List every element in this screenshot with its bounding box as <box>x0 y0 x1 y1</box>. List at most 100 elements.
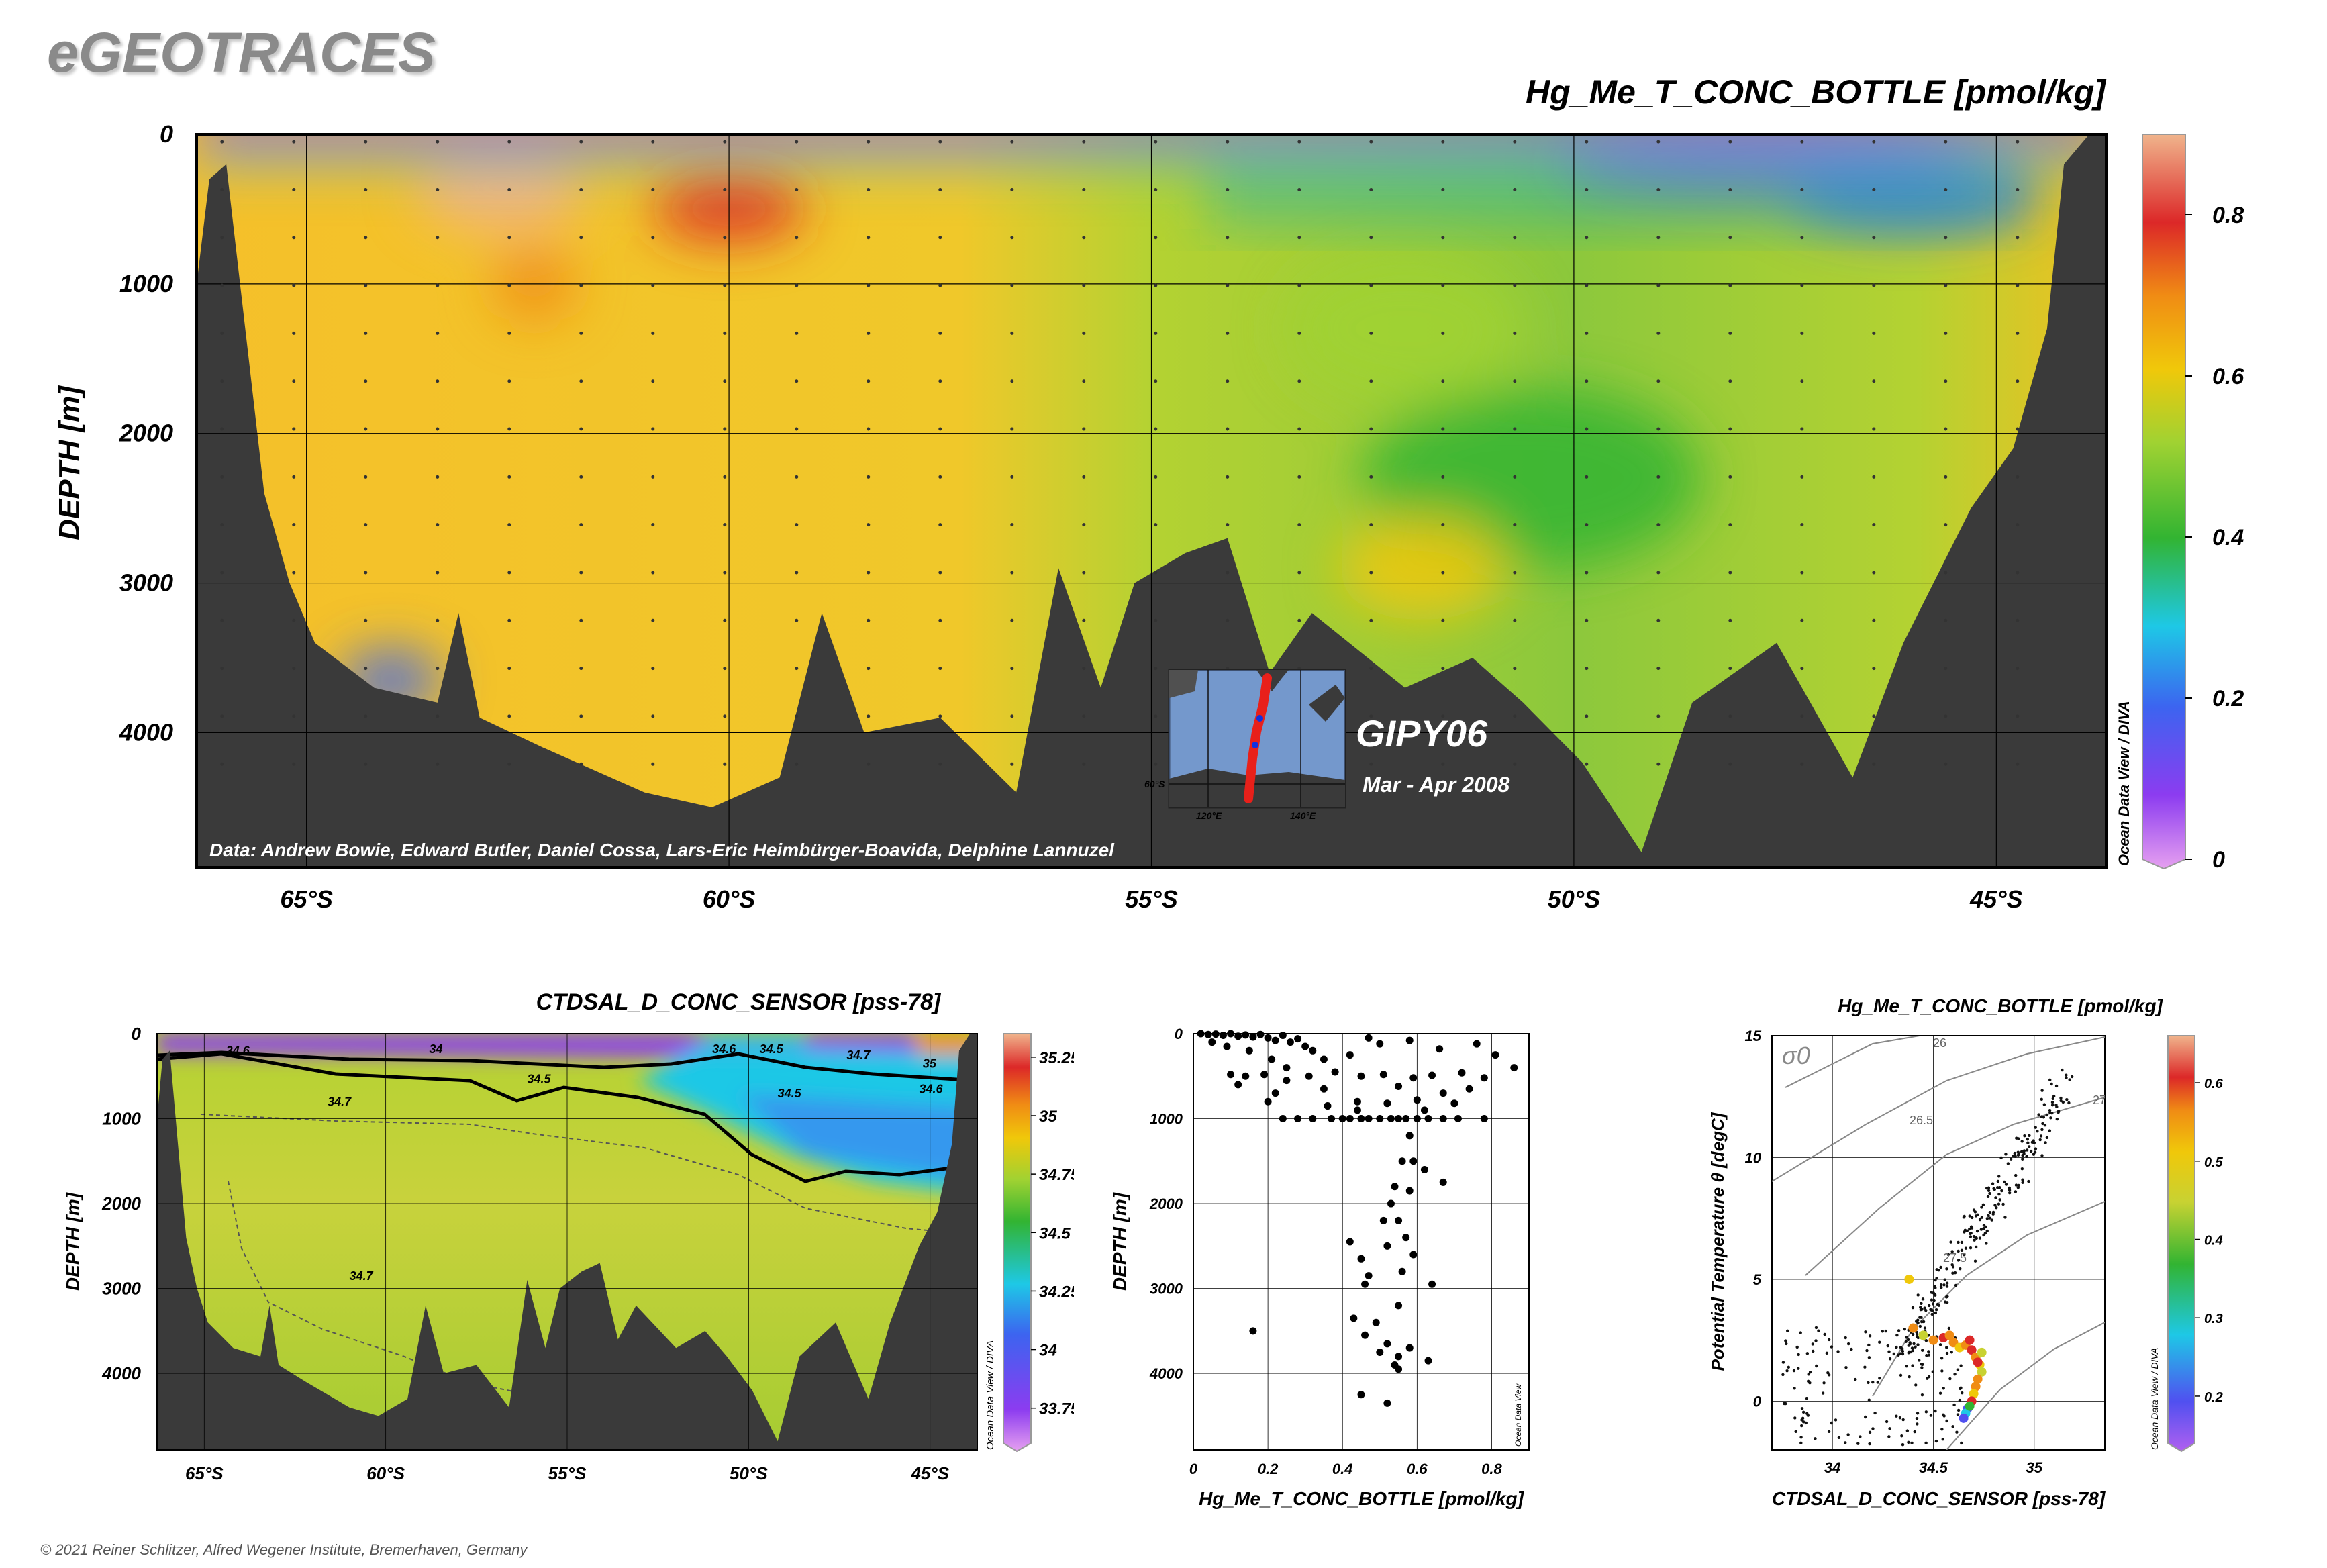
ctd-point <box>1915 1416 1919 1420</box>
sample-dot <box>1297 140 1301 144</box>
sample-dot <box>1441 187 1445 191</box>
sample-dot <box>1369 475 1373 479</box>
scatter-point <box>1413 1115 1421 1123</box>
sample-dot <box>1800 618 1804 622</box>
sample-dot <box>1800 331 1804 335</box>
sample-dot <box>1082 140 1086 144</box>
ctd-point <box>2042 1116 2046 1119</box>
sample-dot <box>2016 618 2020 622</box>
sal-x-tick-label: 50°S <box>730 1463 768 1483</box>
sample-dot <box>1800 762 1804 766</box>
scatter-point <box>1264 1034 1272 1042</box>
scatter-point <box>1208 1038 1216 1046</box>
scatter-point <box>1357 1115 1365 1123</box>
ctd-point <box>1938 1391 1942 1395</box>
ctd-point <box>2032 1139 2035 1142</box>
sample-dot <box>579 140 583 144</box>
sample-dot <box>1154 187 1158 191</box>
scatter-point <box>1357 1255 1365 1263</box>
scatter-point <box>1510 1064 1518 1072</box>
ctd-point <box>1960 1441 1963 1445</box>
ctd-point <box>1910 1441 1914 1444</box>
sal-y-tick-label: 4000 <box>101 1363 141 1383</box>
ctd-point <box>1924 1308 1928 1312</box>
ctd-point <box>1939 1283 1943 1287</box>
sample-dot <box>436 379 440 383</box>
sample-dot <box>1010 379 1014 383</box>
ctd-point <box>1945 1301 1949 1304</box>
contour-label: 34.5 <box>778 1087 802 1100</box>
sample-dot <box>1082 379 1086 383</box>
ctd-point <box>1972 1235 1976 1238</box>
sample-dot <box>364 331 368 335</box>
sample-dot <box>1226 187 1230 191</box>
scatter-point <box>1402 1234 1410 1242</box>
scatter-point <box>1271 1036 1279 1044</box>
ctd-point <box>1920 1366 1924 1369</box>
sample-dot <box>867 140 871 144</box>
sample-dot <box>1585 667 1589 671</box>
sample-dot <box>364 140 368 144</box>
sample-dot <box>1585 283 1589 287</box>
ctd-point <box>1834 1418 1838 1422</box>
sample-dot <box>1441 523 1445 527</box>
ctd-point <box>2027 1179 2030 1183</box>
sample-dot <box>1728 523 1732 527</box>
main-x-tick-label: 45°S <box>1969 885 2022 913</box>
ctd-point <box>1957 1249 1960 1253</box>
ctd-point <box>2023 1134 2026 1138</box>
ctd-point <box>1827 1338 1831 1342</box>
isopycnal-27 <box>1805 1097 2105 1276</box>
sample-dot <box>1369 523 1373 527</box>
sal-cbar-tick-label: 34.25 <box>1039 1283 1074 1301</box>
sample-dot <box>507 236 511 240</box>
ctd-point <box>1837 1436 1841 1439</box>
sc-y-tick-label: 4000 <box>1149 1365 1183 1382</box>
ctd-point <box>1854 1377 1857 1381</box>
sample-dot <box>723 523 727 527</box>
sample-dot <box>1585 571 1589 575</box>
sample-dot <box>723 762 727 766</box>
ctd-point <box>1956 1413 1960 1416</box>
sample-dot <box>436 714 440 718</box>
scatter-point <box>1439 1115 1447 1123</box>
sample-dot <box>1944 140 1948 144</box>
sample-dot <box>1154 379 1158 383</box>
main-y-axis-label: DEPTH [m] <box>53 385 86 540</box>
ctd-point <box>1957 1240 1960 1244</box>
sample-dot <box>723 571 727 575</box>
sample-dot <box>292 523 296 527</box>
ctd-point <box>1953 1373 1957 1376</box>
scatter-point <box>1376 1040 1384 1048</box>
sample-dot <box>723 140 727 144</box>
sample-dot <box>651 523 655 527</box>
scatter-point <box>1405 1036 1414 1044</box>
scatter-point <box>1439 1089 1447 1097</box>
sample-dot <box>1441 667 1445 671</box>
ctd-point <box>1905 1429 1910 1432</box>
sample-dot <box>867 427 871 431</box>
sc-y-tick-label: 0 <box>1175 1026 1183 1042</box>
ctd-point <box>1781 1361 1785 1364</box>
sample-dot <box>1369 187 1373 191</box>
sample-dot <box>1728 140 1732 144</box>
ctd-point <box>1856 1442 1860 1445</box>
sample-dot <box>1944 236 1948 240</box>
sample-dot <box>867 762 871 766</box>
scatter-point <box>1350 1314 1358 1322</box>
sample-dot <box>1513 236 1517 240</box>
scatter-point <box>1420 1165 1428 1173</box>
cruise-track-inset-map: 120°E 140°E 60°S <box>1144 669 1346 821</box>
ctd-point <box>1929 1308 1932 1312</box>
ctd-point <box>1923 1306 1926 1310</box>
sample-dot <box>1154 283 1158 287</box>
ctd-point <box>1873 1411 1877 1415</box>
sample-dot <box>938 571 942 575</box>
ctd-point <box>1864 1415 1867 1419</box>
ts-chart-title: Hg_Me_T_CONC_BOTTLE [pmol/kg] <box>1838 995 2163 1016</box>
ctd-point <box>2009 1157 2013 1161</box>
ctd-point <box>2065 1098 2069 1101</box>
ctd-point <box>1863 1365 1867 1369</box>
scatter-point <box>1361 1280 1369 1288</box>
ctd-point <box>1786 1329 1789 1332</box>
